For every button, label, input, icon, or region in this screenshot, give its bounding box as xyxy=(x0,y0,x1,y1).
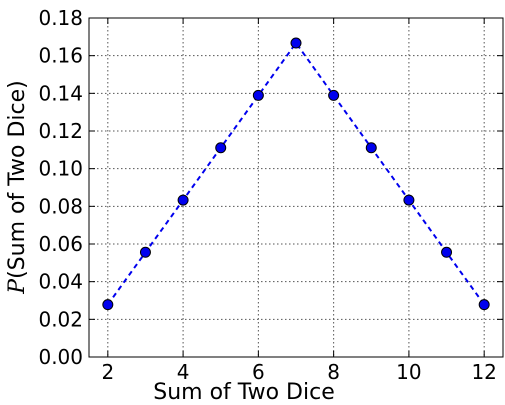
x-tick-label: 6 xyxy=(252,360,265,384)
y-tick-labels: 0.00 0.02 0.04 0.06 0.08 0.10 0.12 0.14 0.16 0.18 xyxy=(38,6,83,369)
y-tick-label: 0.16 xyxy=(38,44,83,68)
data-point xyxy=(102,299,114,311)
plot-frame xyxy=(88,17,504,358)
x-axis-label: Sum of Two Dice xyxy=(153,380,334,405)
y-tick-label: 0.02 xyxy=(38,307,83,331)
grid-lines xyxy=(89,17,503,358)
y-tick-label: 0.10 xyxy=(38,157,83,181)
series-line xyxy=(106,41,486,306)
y-tick-label: 0.00 xyxy=(38,345,83,369)
data-point xyxy=(328,89,340,101)
data-point xyxy=(252,89,264,101)
x-tick-label: 10 xyxy=(396,360,421,384)
y-axis-label-symbol: P xyxy=(5,278,30,295)
data-point xyxy=(441,246,453,258)
y-tick-label: 0.04 xyxy=(38,270,83,294)
y-tick-label: 0.12 xyxy=(38,119,83,143)
data-point xyxy=(403,194,415,206)
data-point xyxy=(290,37,302,49)
x-tick-labels: 2 4 6 8 10 12 xyxy=(101,360,496,384)
data-point xyxy=(177,194,189,206)
x-tick-label: 12 xyxy=(471,360,496,384)
x-tick-label: 4 xyxy=(177,360,190,384)
y-tick-label: 0.14 xyxy=(38,81,83,105)
data-point xyxy=(478,299,490,311)
data-point xyxy=(139,246,151,258)
axis-ticks xyxy=(89,17,503,358)
y-tick-label: 0.18 xyxy=(38,6,83,30)
series-dice-probability xyxy=(102,37,490,311)
y-axis-label: P(Sum of Two Dice) xyxy=(5,80,30,294)
data-point xyxy=(215,142,227,154)
data-point xyxy=(365,142,377,154)
x-tick-label: 8 xyxy=(327,360,340,384)
x-tick-label: 2 xyxy=(101,360,114,384)
y-tick-label: 0.08 xyxy=(38,194,83,218)
y-tick-label: 0.06 xyxy=(38,232,83,256)
y-axis-label-text: (Sum of Two Dice) xyxy=(5,80,30,279)
